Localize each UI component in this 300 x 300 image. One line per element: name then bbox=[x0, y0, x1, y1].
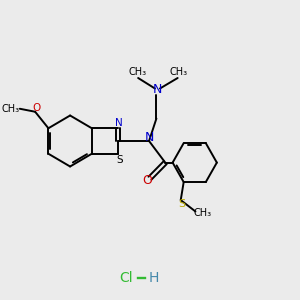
Text: CH₃: CH₃ bbox=[169, 67, 188, 77]
Text: CH₃: CH₃ bbox=[128, 67, 146, 77]
Text: O: O bbox=[32, 103, 41, 113]
Text: CH₃: CH₃ bbox=[194, 208, 212, 218]
Text: Cl: Cl bbox=[119, 271, 133, 284]
Text: O: O bbox=[142, 174, 152, 187]
Text: N: N bbox=[153, 83, 163, 96]
Text: S: S bbox=[116, 155, 123, 165]
Text: H: H bbox=[149, 271, 159, 284]
Text: CH₃: CH₃ bbox=[1, 104, 19, 114]
Text: N: N bbox=[145, 131, 154, 144]
Text: N: N bbox=[115, 118, 123, 128]
Text: S: S bbox=[178, 199, 185, 209]
